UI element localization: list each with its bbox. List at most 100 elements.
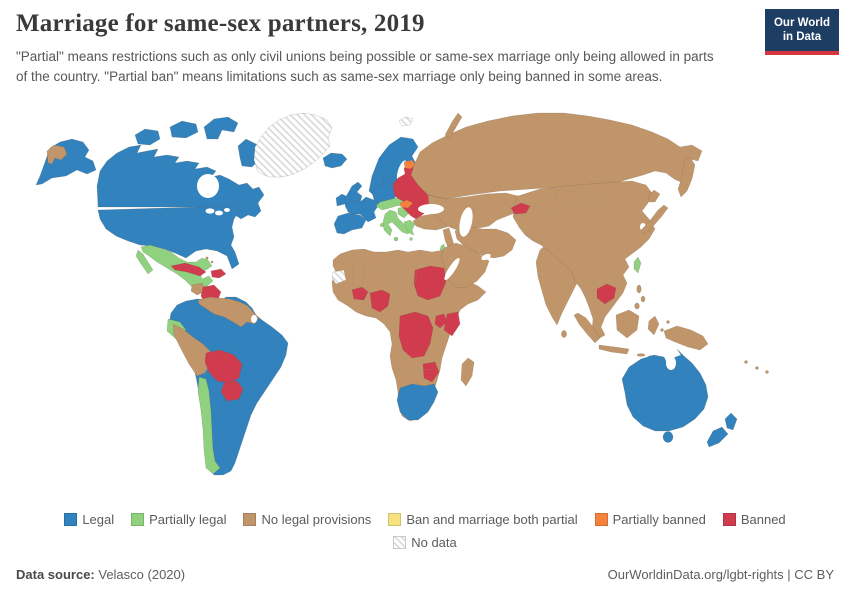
venezuela-guyanas: [197, 296, 260, 328]
arabia: [440, 242, 490, 289]
bahamas-2: [210, 260, 214, 264]
footer-link[interactable]: OurWorldinData.org/lgbt-rights | CC BY: [607, 567, 834, 582]
legend-swatch-both-partial: [388, 513, 402, 526]
owid-logo-line1: Our World: [773, 17, 830, 29]
arctic-island-2: [169, 120, 199, 139]
gulf-of-bothnia: [396, 160, 408, 182]
legend-label: Legal: [82, 512, 115, 527]
owid-logo: Our World in Data: [764, 9, 839, 55]
country-paraguay: [220, 380, 244, 402]
country-estonia: [403, 159, 417, 170]
japan-hokkaido: [647, 189, 661, 203]
pacific-island-1: [744, 360, 748, 364]
country-madagascar: [460, 357, 475, 387]
black-sea: [418, 204, 444, 214]
country-usa: [97, 199, 242, 270]
french-guiana-gap: [251, 315, 257, 323]
sumatra: [573, 312, 601, 344]
tasmania: [662, 431, 674, 443]
country-bolivia: [204, 349, 243, 384]
africa-internal-borders: [333, 249, 441, 371]
legend-label: Partially legal: [149, 512, 227, 527]
legend-swatch-partially-legal: [131, 513, 145, 526]
sicily: [393, 236, 399, 242]
borneo: [615, 309, 640, 339]
chart-header: Marriage for same-sex partners, 2019 "Pa…: [16, 10, 750, 88]
country-sudan: [413, 265, 447, 301]
chart-subtitle: "Partial" means restrictions such as onl…: [16, 49, 714, 85]
caspian-sea: [459, 207, 473, 237]
map-legend-row2: No data: [0, 535, 850, 550]
country-nigeria: [369, 289, 391, 313]
legend-label: Partially banned: [612, 512, 706, 527]
java: [598, 344, 630, 355]
bahamas-1: [205, 256, 209, 260]
pacific-island-2: [755, 366, 759, 370]
country-south-africa: [396, 383, 439, 421]
great-lake-3: [224, 208, 230, 212]
svalbard: [398, 116, 414, 127]
country-hungary: [399, 199, 414, 209]
chukotka: [46, 144, 68, 165]
red-sea: [444, 257, 460, 281]
moluccas-2: [666, 320, 670, 324]
region-north-america: [35, 116, 265, 318]
sea-of-okhotsk: [661, 177, 677, 195]
philippines-3: [634, 302, 640, 310]
legend-swatch-no-provisions: [243, 513, 257, 526]
region-africa: [331, 248, 487, 422]
legend-item-no-provisions: No legal provisions: [243, 512, 371, 527]
lesser-sunda-1: [636, 353, 646, 357]
legend-label: No data: [411, 535, 457, 550]
philippines-1: [636, 284, 642, 294]
legend-item-partially-legal: Partially legal: [131, 512, 226, 527]
baja-california: [135, 249, 154, 275]
great-lake-1: [205, 208, 215, 214]
legend-item-no-data: No data: [393, 535, 457, 550]
legend-label: Banned: [740, 512, 786, 527]
data-source: Data source: Velasco (2020): [16, 567, 185, 582]
crete: [409, 237, 413, 241]
country-kyrgyzstan: [510, 202, 531, 215]
country-taiwan: [633, 256, 642, 274]
country-uganda: [434, 313, 448, 329]
legend-item-partially-banned: Partially banned: [594, 512, 706, 527]
legend-item-legal: Legal: [64, 512, 114, 527]
region-south-america: [166, 296, 289, 476]
arctic-island-3: [203, 116, 239, 140]
sardinia: [380, 222, 385, 227]
country-cuba: [170, 262, 207, 277]
chart-footer: Data source: Velasco (2020) OurWorldinDa…: [16, 567, 834, 582]
mongolia-border: [517, 189, 609, 244]
legend-label: No legal provisions: [261, 512, 372, 527]
sulawesi: [647, 315, 660, 336]
owid-logo-line2: in Data: [782, 31, 822, 44]
region-europe: [322, 136, 468, 259]
new-zealand-south: [706, 426, 729, 448]
page-title: Marriage for same-sex partners, 2019: [16, 10, 425, 37]
country-greece: [403, 219, 416, 236]
japan-honshu: [640, 204, 669, 235]
novaya-zemlya: [444, 112, 463, 140]
region-oceania: [621, 348, 769, 448]
country-chile: [197, 376, 221, 475]
country-italy: [382, 209, 411, 237]
legend-item-banned: Banned: [722, 512, 786, 527]
central-asia: [427, 192, 525, 231]
data-source-value: Velasco (2020): [94, 567, 186, 582]
legend-item-both-partial: Ban and marriage both partial: [388, 512, 578, 527]
data-source-label: Data source:: [16, 567, 95, 582]
country-cambodia: [596, 283, 617, 305]
country-iceland: [322, 152, 348, 169]
moluccas-1: [660, 328, 664, 332]
hispaniola: [210, 268, 227, 279]
iberia: [333, 212, 367, 235]
region-asia: [410, 112, 709, 359]
pacific-island-3: [765, 370, 769, 374]
legend-label: Ban and marriage both partial: [406, 512, 578, 527]
country-greenland: [253, 112, 333, 178]
new-guinea: [663, 325, 709, 351]
persian-gulf: [481, 253, 491, 261]
